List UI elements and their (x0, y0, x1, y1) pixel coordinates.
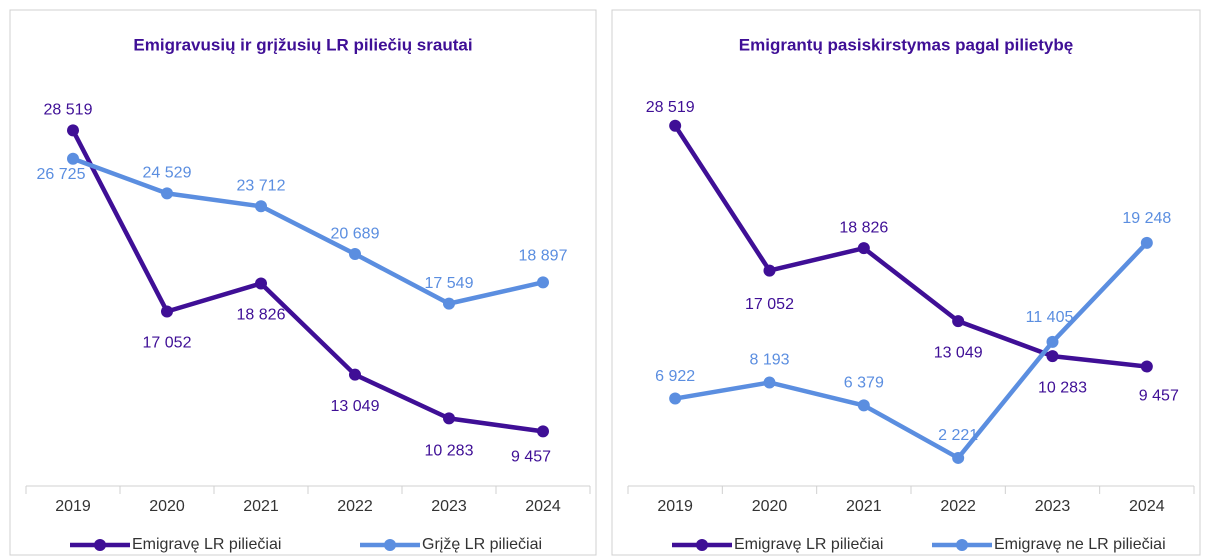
series-line (72, 156, 544, 306)
data-point (443, 297, 455, 310)
data-label: 18 826 (839, 219, 888, 236)
legend-marker (384, 539, 396, 551)
data-point (857, 242, 870, 255)
x-tick-label: 2023 (431, 498, 467, 515)
data-label: 18 826 (237, 307, 286, 324)
data-label: 10 283 (425, 443, 474, 460)
data-label: 10 283 (1038, 379, 1087, 396)
data-point (161, 305, 173, 318)
data-label: 17 052 (745, 296, 794, 313)
panel-border (9, 9, 597, 556)
legend-label: Emigravę LR piliečiai (734, 536, 883, 553)
series-line (674, 241, 1149, 461)
x-tick-label: 2021 (846, 498, 882, 515)
data-label: 8 193 (749, 352, 789, 369)
x-tick-label: 2023 (1035, 498, 1071, 515)
data-label: 13 049 (331, 398, 380, 415)
data-label: 18 897 (519, 248, 568, 265)
data-point (763, 376, 776, 389)
data-point (255, 277, 267, 290)
data-point (67, 124, 79, 137)
data-point (443, 412, 455, 425)
x-tick-label: 2019 (55, 498, 91, 515)
data-label: 28 519 (646, 99, 695, 116)
data-label: 17 549 (425, 275, 474, 292)
data-label: 11 405 (1026, 309, 1074, 326)
legend-marker (696, 539, 708, 551)
x-tick-label: 2022 (337, 498, 373, 515)
data-point (1140, 236, 1153, 249)
data-label: 13 049 (934, 344, 983, 361)
x-tick-label: 2024 (1129, 498, 1165, 515)
chart-title: Emigravusių ir grįžusių LR piliečių srau… (133, 35, 472, 54)
data-label: 28 519 (44, 102, 93, 119)
data-label: 6 379 (844, 375, 884, 392)
x-tick-label: 2019 (657, 498, 693, 515)
data-point (349, 368, 361, 381)
data-point (67, 152, 79, 165)
data-label: 24 529 (143, 165, 192, 182)
data-label: 9 457 (511, 449, 551, 466)
data-label: 26 725 (37, 166, 86, 183)
data-point (952, 451, 965, 464)
data-label: 23 712 (237, 178, 286, 195)
x-tick-label: 2021 (243, 498, 279, 515)
series-line (71, 129, 544, 434)
data-point (1140, 360, 1153, 373)
legend-marker (94, 539, 106, 551)
data-point (857, 399, 870, 412)
data-label: 6 922 (655, 368, 695, 385)
data-label: 20 689 (331, 225, 380, 242)
data-point (161, 187, 173, 200)
data-point (952, 315, 965, 328)
data-label: 17 052 (143, 335, 192, 352)
x-tick-label: 2022 (940, 498, 976, 515)
data-label: 9 457 (1139, 388, 1179, 405)
data-label: 2 221 (938, 427, 978, 444)
chart-title: Emigrantų pasiskirstymas pagal pilietybę (739, 35, 1073, 54)
data-point (1046, 350, 1059, 363)
x-tick-label: 2020 (752, 498, 788, 515)
data-point (349, 248, 361, 261)
series-line (673, 124, 1148, 369)
x-tick-label: 2020 (149, 498, 185, 515)
data-point (763, 264, 776, 277)
data-point (255, 200, 267, 213)
data-point (669, 119, 682, 132)
legend-label: Grįžę LR piliečiai (422, 536, 542, 553)
data-point (537, 425, 549, 438)
legend-marker (956, 539, 968, 551)
data-point (537, 276, 549, 289)
panel-border (611, 9, 1201, 556)
legend-label: Emigravę LR piliečiai (132, 536, 281, 553)
data-point (1046, 335, 1059, 348)
data-point (669, 392, 682, 405)
data-label: 19 248 (1122, 210, 1171, 227)
legend-label: Emigravę ne LR piliečiai (994, 536, 1166, 553)
x-tick-label: 2024 (525, 498, 561, 515)
